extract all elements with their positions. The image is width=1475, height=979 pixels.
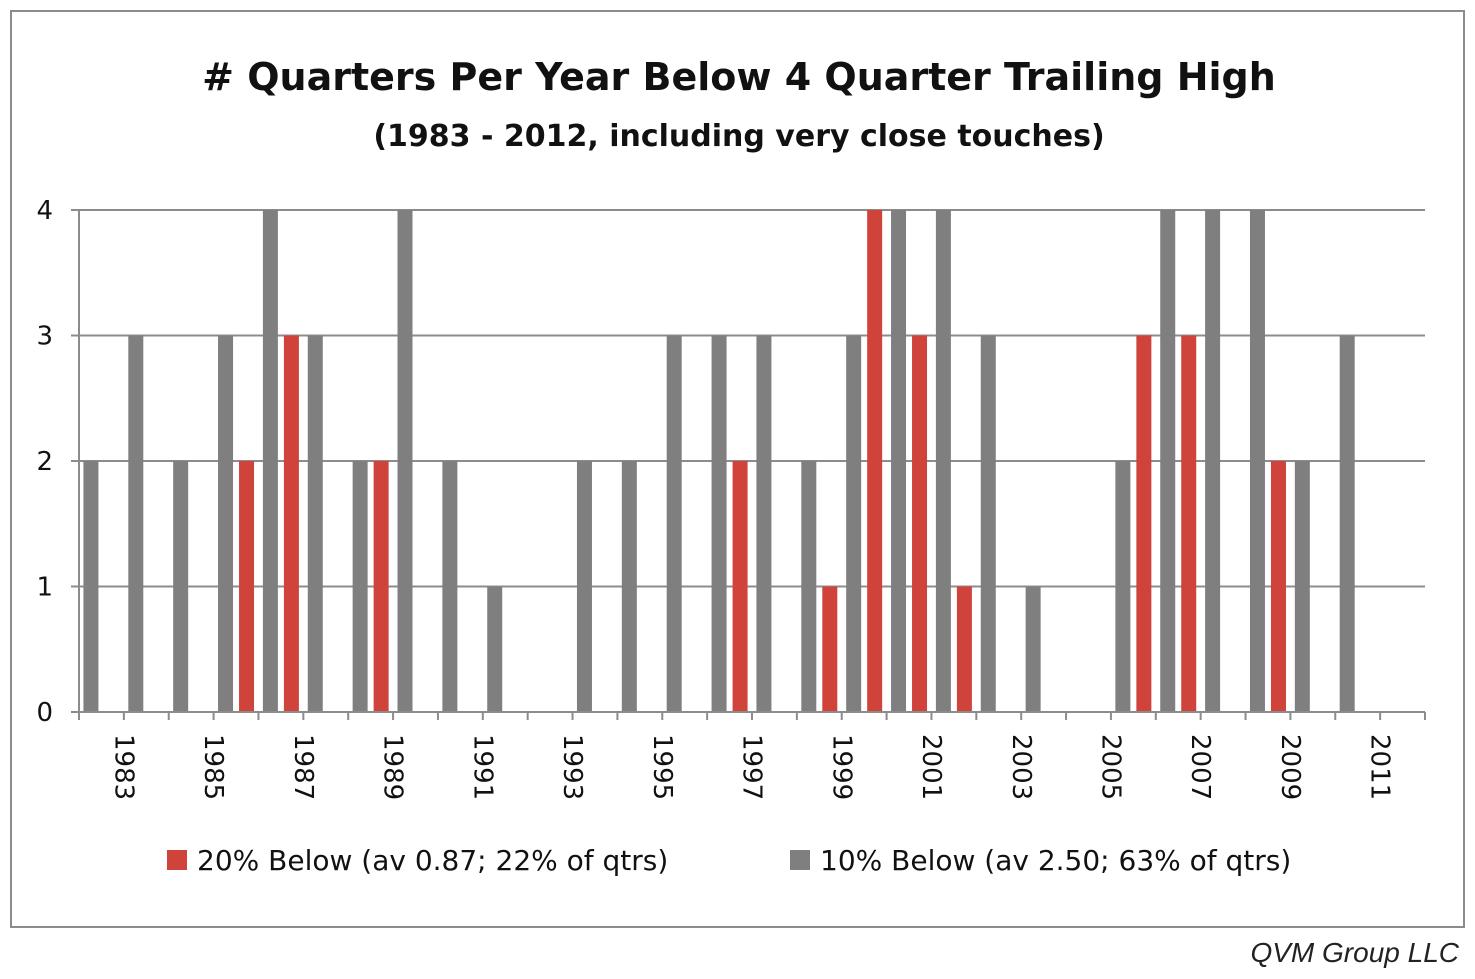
x-tick-label-2003: 2003 xyxy=(1006,734,1036,800)
bar-10pct-1989 xyxy=(352,461,368,712)
bar-20pct-2000 xyxy=(867,210,883,712)
x-tick-label-1987: 1987 xyxy=(288,734,318,800)
bar-20pct-2002 xyxy=(956,586,972,712)
bar-10pct-2009 xyxy=(1249,210,1265,712)
x-tick-label-1989: 1989 xyxy=(378,734,408,800)
y-tick-label-3: 3 xyxy=(36,322,53,352)
legend: 20% Below (av 0.87; 22% of qtrs) 10% Belo… xyxy=(167,844,1291,877)
y-tick-label-1: 1 xyxy=(36,573,53,603)
bar-10pct-1987 xyxy=(262,210,278,712)
bar-10pct-1996 xyxy=(666,335,682,712)
chart-svg: # Quarters Per Year Below 4 Quarter Trai… xyxy=(36,55,1426,877)
legend-swatch-10pct xyxy=(790,850,810,870)
x-tick-label-1983: 1983 xyxy=(108,734,138,800)
bar-10pct-1994 xyxy=(576,461,592,712)
chart-frame: # Quarters Per Year Below 4 Quarter Trai… xyxy=(10,10,1465,928)
y-tick-label-0: 0 xyxy=(36,698,53,728)
bar-20pct-1987 xyxy=(283,335,299,712)
bar-10pct-1984 xyxy=(128,335,144,712)
bar-20pct-1986 xyxy=(239,461,255,712)
x-tick-label-1991: 1991 xyxy=(467,734,497,800)
bar-10pct-2004 xyxy=(1025,586,1041,712)
bar-10pct-1995 xyxy=(621,461,637,712)
bar-20pct-2006 xyxy=(1136,335,1152,712)
x-tick-label-1997: 1997 xyxy=(737,734,767,800)
x-tick-label-1995: 1995 xyxy=(647,734,677,800)
bar-10pct-2006 xyxy=(1115,461,1131,712)
credit-text: QVM Group LLC xyxy=(1250,937,1459,968)
bar-10pct-1992 xyxy=(487,586,503,712)
bar-20pct-1997 xyxy=(732,461,748,712)
bar-20pct-2007 xyxy=(1181,335,1197,712)
chart-title: # Quarters Per Year Below 4 Quarter Trai… xyxy=(202,55,1276,99)
bar-10pct-1985 xyxy=(173,461,189,712)
x-tick-label-2011: 2011 xyxy=(1365,734,1395,800)
x-tick-label-1999: 1999 xyxy=(826,734,856,800)
x-tick-label-2005: 2005 xyxy=(1096,734,1126,800)
bar-20pct-2001 xyxy=(912,335,928,712)
bar-10pct-2007 xyxy=(1160,210,1176,712)
y-tick-label-4: 4 xyxy=(36,196,53,226)
y-tick-label-2: 2 xyxy=(36,447,53,477)
bar-10pct-2000 xyxy=(846,335,862,712)
bar-10pct-2002 xyxy=(935,210,951,712)
bar-10pct-1983 xyxy=(83,461,99,712)
legend-swatch-20pct xyxy=(167,850,187,870)
chart-subtitle: (1983 - 2012, including very close touch… xyxy=(373,119,1104,154)
bar-10pct-2001 xyxy=(891,210,907,712)
bar-10pct-1997 xyxy=(711,335,727,712)
x-tick-label-1985: 1985 xyxy=(198,734,228,800)
bar-10pct-2011 xyxy=(1339,335,1355,712)
legend-label-10pct: 10% Below (av 2.50; 63% of qtrs) xyxy=(820,844,1291,877)
bars xyxy=(83,210,1355,712)
legend-label-20pct: 20% Below (av 0.87; 22% of qtrs) xyxy=(197,844,668,877)
bar-20pct-2009 xyxy=(1270,461,1286,712)
bar-10pct-1999 xyxy=(801,461,817,712)
bar-20pct-1999 xyxy=(822,586,838,712)
x-tick-label-2007: 2007 xyxy=(1185,734,1215,800)
x-tick-label-1993: 1993 xyxy=(557,734,587,800)
bar-10pct-1991 xyxy=(442,461,458,712)
axes: 0 1 2 3 4 1983 1985 1987 1989 1991 1993 1995 1997 199… xyxy=(36,196,1426,800)
bar-10pct-1998 xyxy=(756,335,772,712)
bar-10pct-1988 xyxy=(307,335,323,712)
bar-10pct-2008 xyxy=(1205,210,1221,712)
gridlines xyxy=(79,209,1425,713)
bar-20pct-1989 xyxy=(373,461,389,712)
x-tick-label-2009: 2009 xyxy=(1275,734,1305,800)
bar-10pct-1990 xyxy=(397,210,413,712)
bar-10pct-1986 xyxy=(218,335,234,712)
bar-10pct-2010 xyxy=(1294,461,1310,712)
x-tick-label-2001: 2001 xyxy=(916,734,946,800)
bar-10pct-2003 xyxy=(980,335,996,712)
